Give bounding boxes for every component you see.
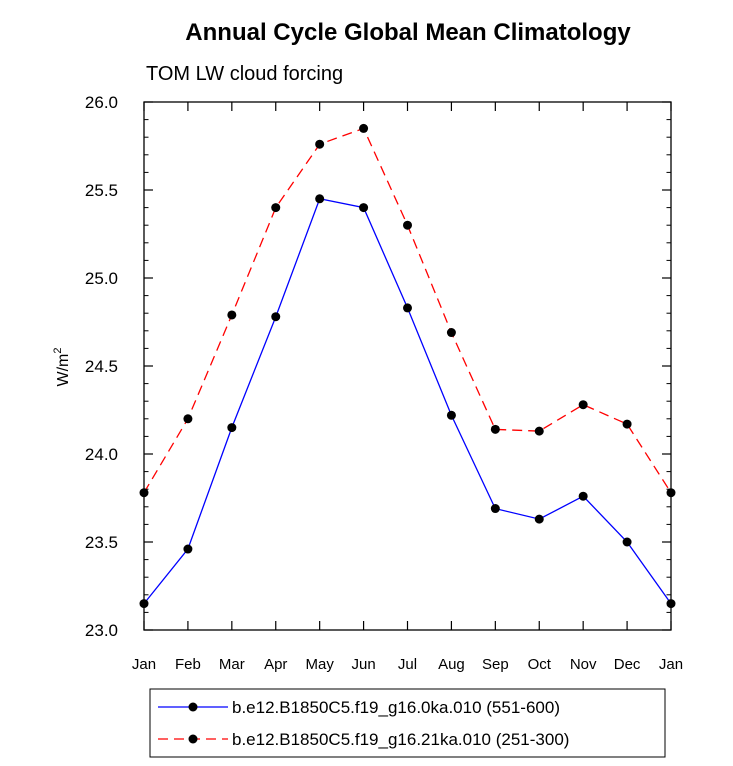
series-2-point bbox=[534, 426, 544, 436]
series-2-point bbox=[271, 203, 281, 213]
y-axis-label-text: W/m bbox=[55, 354, 72, 387]
x-tick-label: Nov bbox=[570, 656, 597, 673]
series-2-point bbox=[446, 328, 456, 338]
y-tick-label: 23.0 bbox=[85, 621, 118, 640]
x-tick-label: Mar bbox=[219, 656, 245, 673]
series-2-point bbox=[315, 139, 325, 149]
series-1-point bbox=[666, 599, 676, 609]
series-1-point bbox=[403, 303, 412, 313]
y-tick-label: 25.5 bbox=[85, 181, 118, 200]
x-tick-label: Apr bbox=[264, 656, 287, 673]
series-1-point bbox=[490, 504, 500, 514]
series-2-point bbox=[490, 424, 500, 434]
legend-marker-1 bbox=[188, 702, 198, 712]
y-tick-label: 23.5 bbox=[85, 533, 118, 552]
y-tick-label: 25.0 bbox=[85, 269, 118, 288]
series-1-point bbox=[227, 423, 237, 433]
series-1-point bbox=[578, 491, 588, 501]
svg-text:W/m2: W/m2 bbox=[52, 348, 72, 387]
legend-label-2: b.e12.B1850C5.f19_g16.21ka.010 (251-300) bbox=[232, 730, 569, 749]
series-2-point bbox=[578, 400, 588, 410]
x-tick-label: Sep bbox=[482, 656, 509, 673]
x-tick-label: May bbox=[305, 656, 334, 673]
y-axis-label: W/m2 bbox=[52, 348, 72, 387]
y-tick-label: 26.0 bbox=[85, 93, 118, 112]
plot-frame bbox=[143, 101, 672, 631]
series-1-point bbox=[359, 203, 369, 213]
x-tick-label: Oct bbox=[528, 656, 552, 673]
series-2-point bbox=[359, 123, 369, 133]
x-tick-label: Jan bbox=[132, 656, 156, 673]
series-layer bbox=[139, 123, 676, 609]
series-1-point bbox=[139, 599, 149, 609]
series-1-point bbox=[446, 410, 456, 420]
series-1-point bbox=[315, 194, 325, 204]
x-tick-labels: Jan Feb Mar Apr May Jun Jul Aug Sep Oct Nov Dec Jan bbox=[132, 656, 683, 673]
chart-subtitle: TOM LW cloud forcing bbox=[146, 63, 343, 85]
series-2-point bbox=[622, 419, 632, 429]
legend-marker-2 bbox=[188, 734, 198, 744]
series-1-point bbox=[183, 544, 193, 554]
legend-box bbox=[149, 688, 666, 758]
legend-label-1: b.e12.B1850C5.f19_g16.0ka.010 (551-600) bbox=[232, 698, 560, 717]
series-1-point bbox=[271, 312, 281, 322]
series-1-point bbox=[534, 514, 544, 524]
x-tick-label: Dec bbox=[614, 656, 641, 673]
series-2-point bbox=[227, 310, 237, 320]
x-tick-label: Jul bbox=[398, 656, 417, 673]
x-tick-label: Jan bbox=[659, 656, 683, 673]
series-2-point bbox=[139, 488, 149, 498]
y-tick-labels: 23.0 23.5 24.0 24.5 25.0 25.5 26.0 bbox=[85, 93, 118, 640]
x-tick-label: Aug bbox=[438, 656, 465, 673]
axis-ticks bbox=[143, 101, 672, 631]
series-line-1 bbox=[143, 198, 672, 605]
legend: b.e12.B1850C5.f19_g16.0ka.010 (551-600) b… bbox=[158, 698, 569, 749]
x-tick-label: Feb bbox=[175, 656, 201, 673]
series-2-point bbox=[666, 488, 676, 498]
series-2-point bbox=[403, 220, 412, 230]
y-tick-label: 24.0 bbox=[85, 445, 118, 464]
series-1-point bbox=[622, 537, 632, 547]
series-2-point bbox=[183, 414, 193, 424]
x-tick-label: Jun bbox=[351, 656, 375, 673]
y-tick-label: 24.5 bbox=[85, 357, 118, 376]
y-axis-label-superscript: 2 bbox=[52, 348, 64, 354]
chart-title: Annual Cycle Global Mean Climatology bbox=[185, 19, 631, 46]
